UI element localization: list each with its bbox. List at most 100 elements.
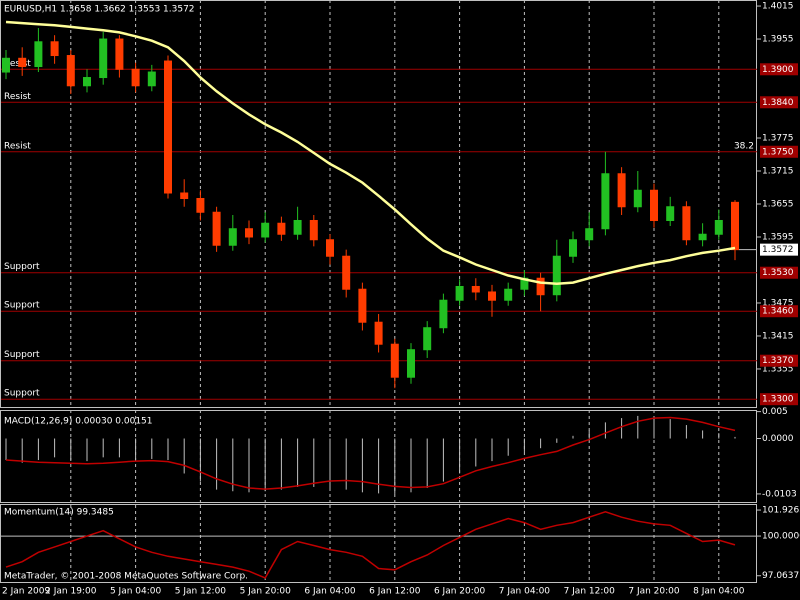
level-price-box <box>760 393 798 406</box>
level-price-label: 1.3460 <box>762 307 794 317</box>
y-tick-label: 0.005 <box>762 407 788 417</box>
macd-bar <box>21 438 23 463</box>
candle-body <box>261 222 270 238</box>
candle-body <box>390 343 399 378</box>
last-price-box <box>760 243 798 256</box>
macd-bar <box>86 438 88 462</box>
x-tick-label: 6 Jan 20:00 <box>434 587 486 597</box>
candle-body <box>439 299 448 329</box>
macd-bar <box>297 438 299 487</box>
macd-bar <box>199 438 201 482</box>
candle-body <box>83 77 91 87</box>
main-panel-frame <box>0 0 757 408</box>
candle-body <box>309 219 318 241</box>
candle-body <box>601 173 610 230</box>
macd-bar <box>702 430 704 439</box>
macd-bar <box>102 438 104 458</box>
macd-bar <box>345 438 347 490</box>
x-tick-label: 6 Jan 04:00 <box>304 587 356 597</box>
x-tick-label: 7 Jan 20:00 <box>628 587 680 597</box>
candle-body <box>552 255 561 296</box>
candle-body <box>180 192 189 200</box>
candle-body <box>504 288 513 301</box>
level-price-box <box>760 354 798 367</box>
candle-body <box>569 239 577 257</box>
macd-bar <box>280 438 282 490</box>
candle-body <box>536 277 545 296</box>
footer: MetaTrader, © 2001-2008 MetaQuotes Softw… <box>4 572 248 582</box>
candle-body <box>50 41 59 57</box>
level-price-box <box>760 145 798 158</box>
candle-body <box>196 198 205 213</box>
macd-bar <box>556 438 558 443</box>
level-label: Support <box>4 389 40 399</box>
macd-bar <box>442 438 444 482</box>
macd-bar <box>216 438 218 490</box>
macd-bar <box>151 438 153 459</box>
y-tick-label: 1.3715 <box>762 167 794 177</box>
last-price-label: 1.3572 <box>762 245 794 255</box>
macd-bar <box>329 438 331 489</box>
candle-body <box>131 68 140 87</box>
candle-body <box>342 255 351 290</box>
candle-body <box>326 239 334 257</box>
level-price-box <box>760 305 798 318</box>
momentum-panel-frame <box>0 504 757 583</box>
y-tick-label: 1.3595 <box>762 232 794 242</box>
macd-bar <box>491 438 493 462</box>
x-tick-label: 6 Jan 12:00 <box>369 587 421 597</box>
candle-body <box>34 41 43 68</box>
level-label: Resist <box>4 92 31 102</box>
x-tick-label: 8 Jan 04:00 <box>693 587 745 597</box>
macd-bar <box>426 438 428 489</box>
level-label: Support <box>4 301 40 311</box>
macd-bar <box>118 438 120 458</box>
level-label: Support <box>4 262 40 272</box>
level-price-label: 1.3300 <box>762 395 794 405</box>
macd-bar <box>70 438 72 461</box>
candle-body <box>682 206 691 241</box>
y-tick-label: 1.3415 <box>762 331 794 341</box>
level-label: Resist <box>4 59 31 69</box>
candle-body <box>666 206 675 221</box>
macd-bar <box>540 438 542 449</box>
x-tick-label: 5 Jan 20:00 <box>240 587 292 597</box>
y-tick-label: 1.3355 <box>762 364 794 374</box>
macd-bar <box>37 438 39 461</box>
candle-body <box>698 233 707 241</box>
macd-panel-frame <box>0 410 757 503</box>
candle-body <box>66 55 75 87</box>
macd-bar <box>361 438 363 493</box>
candle-body <box>650 189 658 221</box>
x-tick-label: 2 Jan 19:00 <box>45 587 97 597</box>
level-price-label: 1.3840 <box>762 98 794 108</box>
candle-body <box>714 219 723 235</box>
candle-body <box>455 285 464 301</box>
candle-body <box>212 211 221 246</box>
level-note: 38.2 <box>734 141 754 151</box>
macd-bar <box>248 438 250 493</box>
y-tick-label: 97.0637 <box>762 571 799 581</box>
level-label: Support <box>4 350 40 360</box>
candle-body <box>18 57 27 68</box>
x-tick-label: 2 Jan 2009 <box>2 587 50 597</box>
level-price-box <box>760 266 798 279</box>
candle-body <box>277 222 286 235</box>
candle-body <box>164 60 172 194</box>
x-tick-label: 7 Jan 04:00 <box>499 587 551 597</box>
moving-average <box>5 20 736 285</box>
macd-signal <box>5 416 736 490</box>
y-tick-label: 1.3775 <box>762 134 794 144</box>
macd-bar <box>394 438 396 494</box>
y-tick-label: 1.3955 <box>762 35 794 45</box>
macd-title: MACD(12,26,9) 0.00030 0.00151 <box>4 417 153 427</box>
chart-title: EURUSD,H1 1.3658 1.3662 1.3553 1.3572 <box>4 5 195 15</box>
y-tick-label: 100.0000 <box>762 532 800 542</box>
y-tick-label: 1.3475 <box>762 298 794 308</box>
candle-body <box>423 327 432 351</box>
macd-bar <box>54 438 56 458</box>
macd-bar <box>653 416 655 439</box>
macd-bar <box>410 438 412 493</box>
